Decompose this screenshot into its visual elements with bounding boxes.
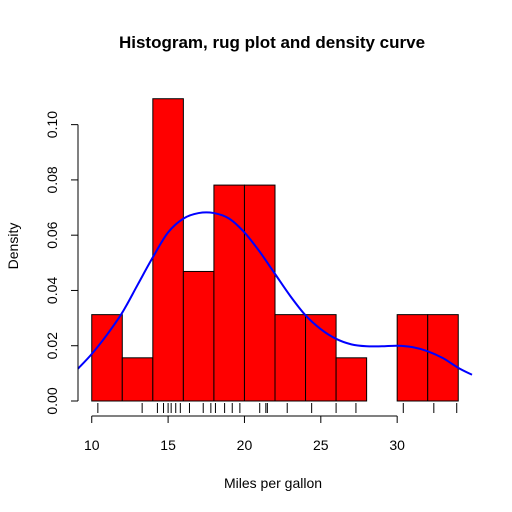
histogram-bar-6	[274, 314, 307, 402]
histogram-bar-5	[243, 184, 276, 402]
histogram-bar-3	[182, 270, 215, 402]
y-tick-label-2: 0.04	[44, 277, 60, 304]
x-axis: 10 15 20 25 30	[84, 415, 405, 453]
x-tick-label-0: 10	[84, 437, 100, 453]
density-curve-group	[77, 211, 473, 376]
chart-title: Histogram, rug plot and density curve	[119, 33, 425, 52]
x-tick-label-2: 20	[237, 437, 253, 453]
histogram-bar-0	[91, 314, 123, 402]
y-tick-label-5: 0.10	[44, 111, 60, 138]
y-tick-label-3: 0.06	[44, 221, 60, 248]
y-tick-label-1: 0.02	[44, 332, 60, 359]
x-tick-label-1: 15	[160, 437, 176, 453]
y-axis-label: Density	[5, 223, 21, 270]
histogram-bar-7	[305, 314, 337, 402]
rug-plot	[97, 403, 458, 413]
histogram-bars	[91, 98, 459, 402]
histogram-bar-1	[121, 357, 154, 402]
x-axis-label: Miles per gallon	[224, 475, 322, 491]
density-curve	[77, 211, 473, 376]
x-tick-label-4: 30	[389, 437, 405, 453]
y-axis: 0.00 0.02 0.04 0.06 0.08 0.10	[44, 111, 79, 415]
y-tick-label-0: 0.00	[44, 387, 60, 414]
histogram-bar-10	[396, 314, 429, 402]
x-tick-label-3: 25	[313, 437, 329, 453]
y-tick-label-4: 0.08	[44, 166, 60, 193]
histogram-bar-4	[213, 184, 245, 402]
histogram-bar-8	[335, 357, 368, 402]
